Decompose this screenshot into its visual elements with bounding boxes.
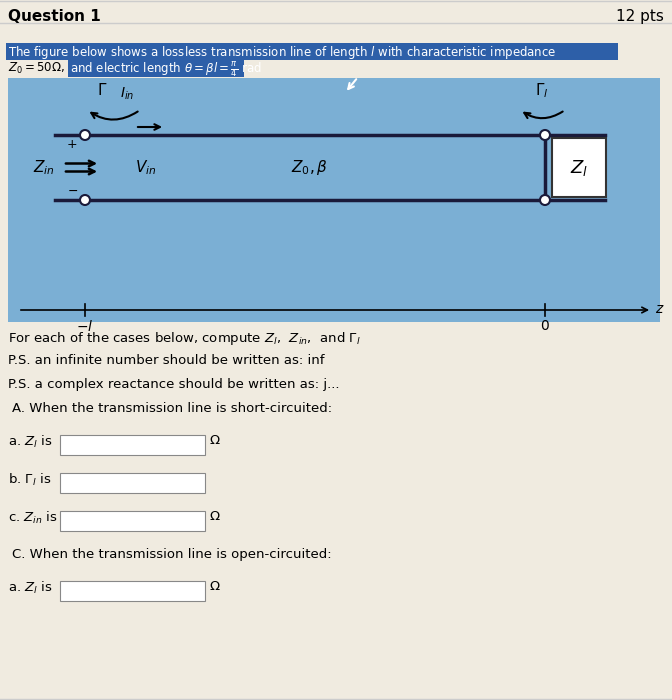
Text: $V_{in}$: $V_{in}$ bbox=[135, 158, 157, 177]
Text: For each of the cases below, compute $Z_l$,  $Z_{in}$,  and $\Gamma_l$: For each of the cases below, compute $Z_… bbox=[8, 330, 361, 347]
Text: $Z_0, \beta$: $Z_0, \beta$ bbox=[292, 158, 329, 177]
Text: $\Omega$: $\Omega$ bbox=[209, 580, 220, 593]
Text: +: + bbox=[67, 139, 78, 151]
Text: a. $Z_l$ is: a. $Z_l$ is bbox=[8, 434, 52, 450]
Text: $-l$: $-l$ bbox=[77, 319, 93, 334]
Text: $0$: $0$ bbox=[540, 319, 550, 333]
FancyBboxPatch shape bbox=[60, 581, 205, 601]
Text: A. When the transmission line is short-circuited:: A. When the transmission line is short-c… bbox=[12, 402, 332, 415]
Text: b. $\Gamma_l$ is: b. $\Gamma_l$ is bbox=[8, 472, 52, 488]
Circle shape bbox=[540, 195, 550, 205]
Text: $\Omega$: $\Omega$ bbox=[209, 434, 220, 447]
Text: $Z_0 = 50\Omega$,: $Z_0 = 50\Omega$, bbox=[8, 61, 65, 76]
Text: $\Gamma$: $\Gamma$ bbox=[97, 82, 108, 98]
Text: Question 1: Question 1 bbox=[8, 9, 101, 24]
Text: P.S. an infinite number should be written as: inf: P.S. an infinite number should be writte… bbox=[8, 354, 325, 367]
Circle shape bbox=[80, 130, 90, 140]
FancyBboxPatch shape bbox=[8, 78, 660, 322]
FancyBboxPatch shape bbox=[237, 60, 244, 77]
Text: P.S. a complex reactance should be written as: j...: P.S. a complex reactance should be writt… bbox=[8, 378, 339, 391]
FancyBboxPatch shape bbox=[6, 43, 618, 60]
FancyBboxPatch shape bbox=[552, 138, 606, 197]
Text: The figure below shows a lossless transmission line of length $l$ with character: The figure below shows a lossless transm… bbox=[8, 44, 556, 61]
Circle shape bbox=[540, 130, 550, 140]
Text: $z$: $z$ bbox=[655, 302, 665, 316]
FancyBboxPatch shape bbox=[60, 473, 205, 493]
Text: $I_{in}$: $I_{in}$ bbox=[120, 86, 134, 102]
FancyBboxPatch shape bbox=[68, 60, 240, 77]
Text: $\Omega$: $\Omega$ bbox=[209, 510, 220, 523]
Text: $Z_{in}$: $Z_{in}$ bbox=[33, 158, 55, 177]
FancyBboxPatch shape bbox=[60, 511, 205, 531]
Text: and electric length $\theta = \beta l = \frac{\pi}{4}$ rad: and electric length $\theta = \beta l = … bbox=[70, 61, 262, 80]
Text: c. $Z_{in}$ is: c. $Z_{in}$ is bbox=[8, 510, 58, 526]
Text: 12 pts: 12 pts bbox=[616, 9, 664, 24]
Text: $Z_l$: $Z_l$ bbox=[570, 158, 588, 178]
FancyBboxPatch shape bbox=[60, 435, 205, 455]
Text: a. $Z_l$ is: a. $Z_l$ is bbox=[8, 580, 52, 596]
Text: C. When the transmission line is open-circuited:: C. When the transmission line is open-ci… bbox=[12, 548, 331, 561]
Text: $\Gamma_l$: $\Gamma_l$ bbox=[535, 81, 548, 99]
Circle shape bbox=[80, 195, 90, 205]
Text: $-$: $-$ bbox=[67, 183, 78, 197]
